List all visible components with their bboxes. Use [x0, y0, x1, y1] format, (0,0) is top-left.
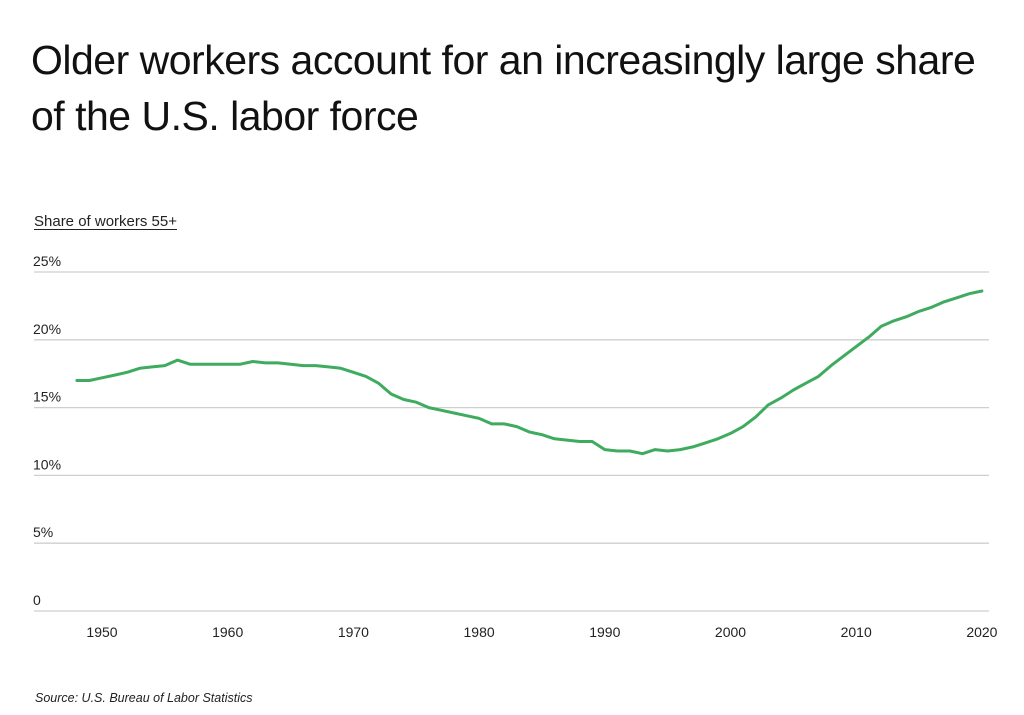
x-tick-label: 2010 — [841, 624, 872, 640]
x-tick-label: 1950 — [86, 624, 117, 640]
y-tick-label: 25% — [33, 253, 61, 269]
y-tick-label: 10% — [33, 456, 61, 472]
y-tick-label: 15% — [33, 389, 61, 405]
x-tick-label: 1990 — [589, 624, 620, 640]
y-tick-label: 5% — [33, 524, 53, 540]
series-line-workers-55-plus — [75, 289, 984, 456]
x-tick-label: 1970 — [338, 624, 369, 640]
x-axis-ticks: 1950 1960 1970 1980 1990 2000 2010 2020 — [86, 624, 997, 640]
x-tick-label: 1960 — [212, 624, 243, 640]
x-tick-label: 2020 — [966, 624, 997, 640]
y-tick-label: 20% — [33, 321, 61, 337]
x-tick-label: 2000 — [715, 624, 746, 640]
chart-title: Older workers account for an increasingl… — [31, 37, 976, 139]
y-axis-label: Share of workers 55+ — [34, 213, 177, 230]
x-tick-label: 1980 — [464, 624, 495, 640]
source-note: Source: U.S. Bureau of Labor Statistics — [35, 691, 253, 705]
gridlines — [34, 271, 989, 612]
y-tick-label: 0 — [33, 592, 41, 608]
y-axis-ticks: 0 5% 10% 15% 20% 25% — [33, 253, 61, 608]
